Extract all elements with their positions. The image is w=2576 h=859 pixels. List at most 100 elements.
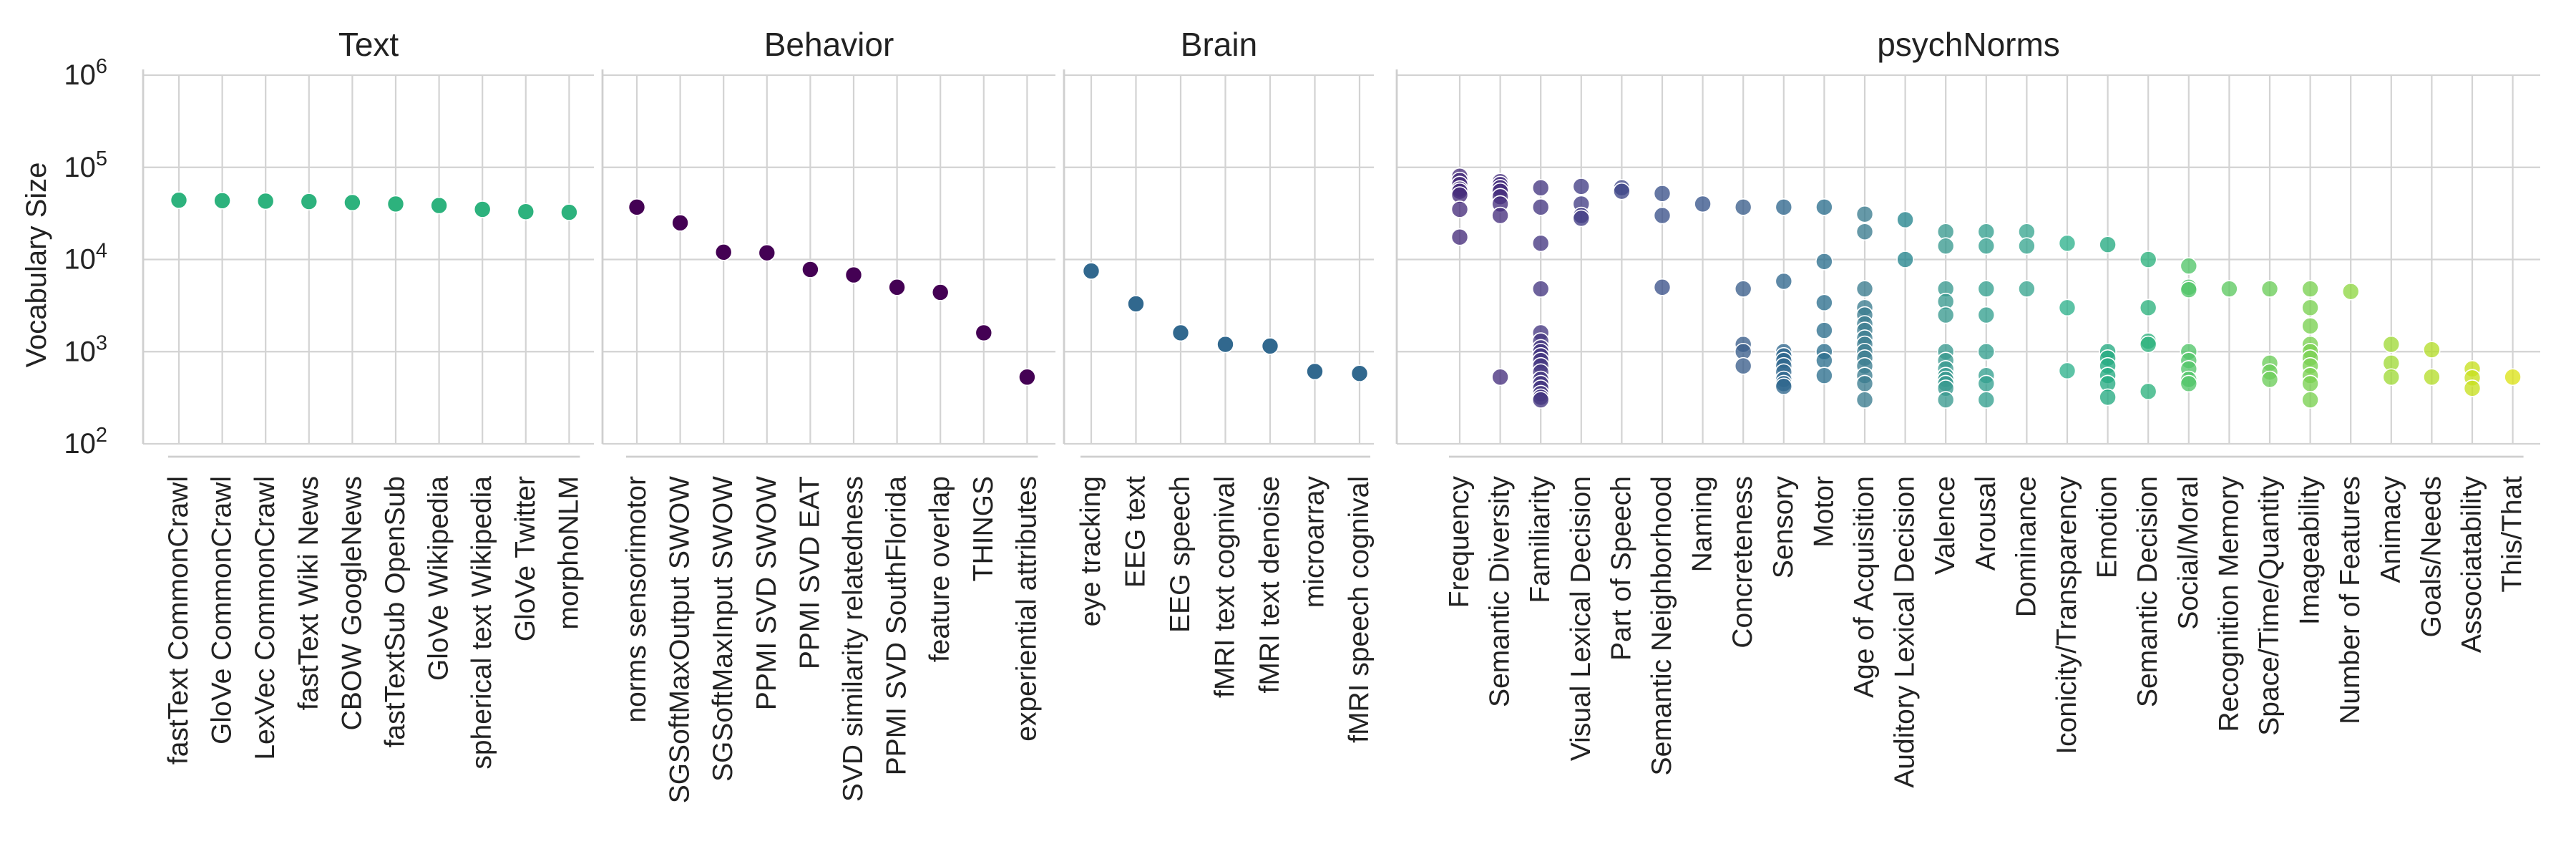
x-tick-label: fMRI text cognival (1210, 476, 1241, 698)
data-point (888, 278, 906, 296)
x-tick-label: Goals/Needs (2416, 476, 2446, 637)
data-point (2018, 237, 2036, 255)
panel-text: Text fastText CommonCrawl GloVe CommonCraw… (142, 26, 594, 770)
x-tick-label: Sensory (1768, 476, 1799, 579)
x-tick-label: Associatability (2457, 476, 2487, 654)
x-tick-label: fastTextSub OpenSub (380, 476, 411, 747)
x-tick-label: SGSoftMaxOutput SWOW (665, 476, 696, 803)
x-tick-label: Concreteness (1727, 476, 1758, 649)
data-point (1855, 205, 1874, 223)
x-tick-label: Part of Speech (1606, 476, 1636, 661)
data-point (170, 191, 188, 209)
data-point (1734, 198, 1752, 216)
x-tick-label: Semantic Neighborhood (1646, 476, 1677, 775)
data-point (2018, 280, 2036, 298)
data-point (1531, 234, 1550, 253)
x-tick-label: fastText Wiki News (293, 476, 324, 710)
data-point (1977, 391, 1996, 409)
data-point (1531, 280, 1550, 298)
panel-behavior: Behavior norms sensorimotor SGSoftMaxOutpu… (601, 26, 1055, 803)
data-point (2099, 236, 2117, 254)
x-tick-label: SVD similarity relatedness (838, 476, 869, 802)
x-tick-label: fMRI speech cognival (1344, 476, 1375, 743)
data-point (1896, 251, 1914, 268)
data-point (2139, 251, 2157, 268)
x-tick-label: LexVec CommonCrawl (250, 476, 280, 760)
data-point (1815, 321, 1833, 339)
y-tick-label: 105 (64, 147, 107, 183)
data-point (1855, 374, 1874, 393)
data-point (1775, 198, 1793, 216)
data-point (2139, 382, 2157, 401)
data-point (1936, 391, 1955, 409)
data-point (2382, 335, 2401, 354)
data-point (2423, 341, 2441, 359)
x-tick-label: Age of Acquisition (1849, 476, 1880, 698)
y-tick-label: 102 (64, 424, 107, 460)
data-point (560, 203, 578, 221)
data-point (801, 261, 819, 278)
data-point (1977, 306, 1996, 324)
x-tick-label: EEG text (1121, 476, 1151, 588)
panel-psychnorms: psychNorms Frequency Semantic Diversity Fam… (1395, 26, 2540, 788)
data-point (1350, 364, 1369, 383)
data-point (517, 203, 535, 221)
data-point (1977, 280, 1996, 298)
data-point (1531, 198, 1550, 216)
data-point (386, 195, 405, 213)
x-tick-label: Familiarity (1525, 476, 1556, 603)
x-tick-label: feature overlap (924, 476, 955, 662)
x-tick-label: experiential attributes (1011, 476, 1042, 742)
x-tick-label: Semantic Diversity (1485, 476, 1516, 707)
data-point (300, 193, 318, 210)
data-point (1815, 253, 1833, 271)
x-tick-label: fMRI text denoise (1254, 476, 1285, 693)
y-tick-label: 106 (64, 55, 107, 91)
x-tick-label: Frequency (1444, 476, 1475, 608)
data-point (2139, 299, 2157, 317)
y-axis-label: Vocabulary Size (21, 162, 52, 368)
data-point (975, 324, 993, 342)
y-ticks: 102 103 104 105 106 (64, 55, 107, 460)
data-point (2180, 257, 2198, 275)
data-point (671, 213, 689, 232)
data-point (2058, 299, 2077, 317)
data-point (1572, 209, 1591, 228)
data-point (473, 200, 492, 218)
data-point (2260, 280, 2279, 298)
data-point (2058, 234, 2077, 253)
x-tick-label: spherical text Wikipedia (467, 476, 497, 770)
data-point (1815, 293, 1833, 312)
panel-brain: Brain eye tracking EEG text EEG speech fMRI … (1063, 26, 1375, 743)
x-tick-label: Naming (1687, 476, 1718, 572)
data-point (628, 198, 646, 216)
data-point (1815, 198, 1833, 216)
x-tick-label: This/That (2497, 476, 2528, 593)
data-point (1977, 342, 1996, 361)
data-point (2260, 370, 2279, 389)
x-tick-label: Number of Features (2335, 476, 2366, 724)
x-tick-label: morphoNLM (553, 476, 584, 630)
data-point (1815, 367, 1833, 384)
data-point (1216, 335, 1234, 354)
data-point (430, 196, 448, 215)
x-tick-label: EEG speech (1165, 476, 1196, 633)
x-tick-label: PPMI SVD SouthFlorida (882, 476, 912, 776)
x-tick-label: Auditory Lexical Decision (1890, 476, 1921, 788)
data-point (2058, 361, 2077, 380)
data-point (1855, 223, 1874, 241)
data-point (1531, 179, 1550, 197)
x-tick-label: THINGS (968, 476, 999, 581)
data-point (1775, 272, 1793, 291)
data-point (2099, 388, 2117, 407)
data-point (1896, 210, 1914, 229)
data-point (2301, 317, 2319, 335)
data-point (2504, 368, 2522, 387)
x-tick-label: Animacy (2376, 476, 2406, 583)
x-tick-label: Motor (1808, 476, 1839, 548)
y-tick-label: 103 (64, 331, 107, 367)
x-tick-label: Recognition Memory (2213, 476, 2244, 732)
data-point (931, 283, 950, 301)
panels: 102 103 104 105 106 Text fastText CommonCrawl G… (64, 26, 2540, 803)
